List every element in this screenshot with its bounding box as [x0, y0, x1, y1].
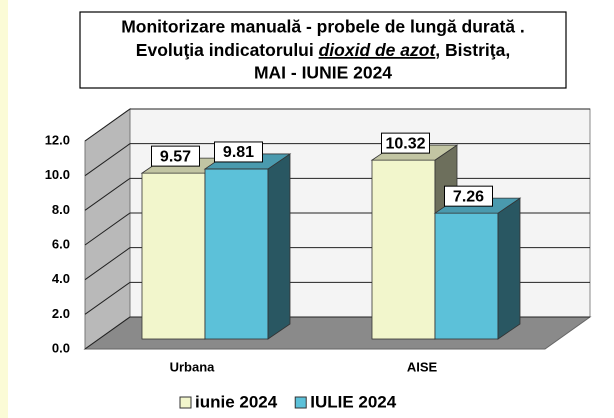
- bar-front: [204, 168, 269, 340]
- value-label-box: [151, 145, 200, 167]
- legend-swatch: [294, 396, 307, 409]
- y-tick-label: 10.0: [45, 167, 70, 182]
- chart-title: MAI - IUNIE 2024: [254, 63, 392, 83]
- y-tick-label: 12.0: [45, 132, 70, 147]
- bar: [433, 197, 522, 340]
- bar-side: [267, 153, 291, 340]
- legend-swatch: [179, 396, 192, 409]
- bar: [203, 153, 292, 340]
- title-part: Evoluţia indicatorului: [136, 40, 314, 60]
- y-tick-label: 4.0: [52, 271, 70, 286]
- value-label: 9.81: [223, 144, 254, 161]
- plot-area: [83, 108, 592, 350]
- x-tick-label: AISE: [407, 359, 438, 374]
- y-tick-label: 0.0: [52, 340, 70, 355]
- title-part: dioxid de azot: [319, 40, 437, 60]
- y-tick-label: 6.0: [52, 236, 70, 251]
- x-tick-label: Urbana: [170, 359, 216, 374]
- value-label: 7.26: [453, 188, 484, 205]
- bar-side: [497, 197, 521, 340]
- value-label: 9.57: [160, 148, 191, 165]
- y-tick-label: 2.0: [52, 306, 70, 321]
- title-box: [79, 11, 567, 89]
- chart-title: Monitorizare manuală - probele de lungă …: [121, 17, 525, 37]
- grid-line: [84, 108, 590, 142]
- bar-front: [434, 212, 499, 340]
- chart-title: Evoluţia indicatorului dioxid de azot, B…: [136, 40, 510, 60]
- value-label: 10.32: [385, 135, 425, 152]
- bar-front: [141, 172, 206, 340]
- value-label-box: [381, 132, 430, 154]
- value-label-box: [444, 185, 493, 207]
- title-part: , Bistriţa,: [435, 40, 510, 60]
- y-tick-label: 8.0: [52, 202, 70, 217]
- value-label-box: [214, 141, 263, 163]
- legend-label: IULIE 2024: [310, 392, 397, 411]
- grid-line: [84, 143, 590, 177]
- side-strip: [0, 0, 8, 418]
- legend-label: iunie 2024: [195, 392, 278, 411]
- bar-front: [371, 159, 436, 340]
